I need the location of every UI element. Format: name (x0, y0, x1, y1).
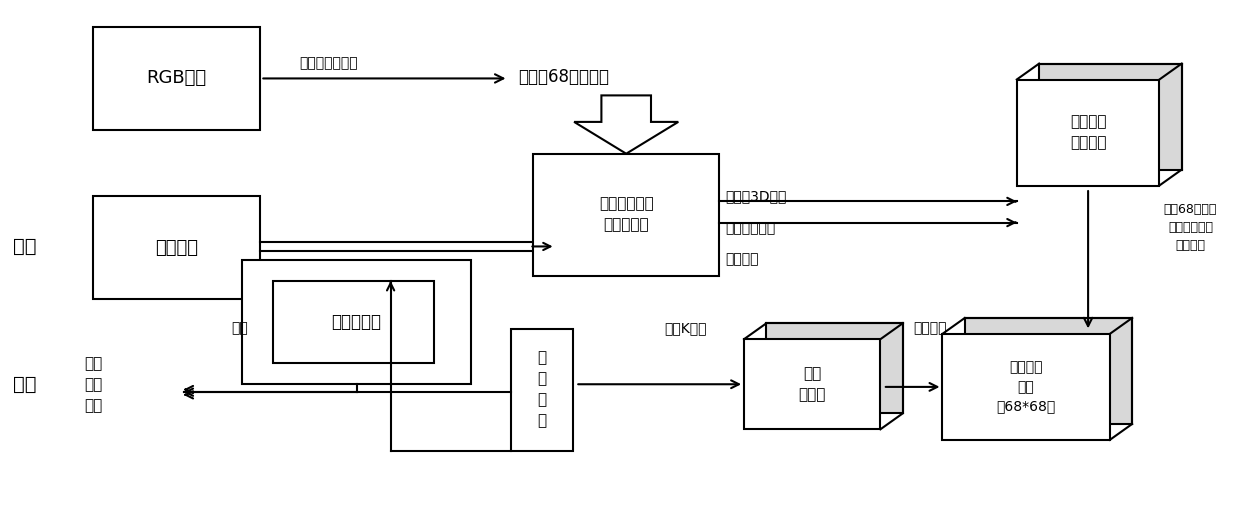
Text: 深度图片: 深度图片 (155, 239, 198, 257)
Bar (242, 260, 471, 384)
Bar (1039, 64, 1182, 170)
Text: 特征数据库: 特征数据库 (331, 313, 382, 331)
Bar (965, 318, 1132, 424)
Bar (511, 329, 573, 450)
Bar (93, 196, 260, 299)
Text: RGB图片: RGB图片 (146, 69, 207, 87)
Text: 人脸的68个关键点: 人脸的68个关键点 (518, 68, 609, 86)
Text: 特
征
向
量: 特 征 向 量 (537, 350, 547, 429)
Text: 对比: 对比 (231, 322, 248, 335)
Bar (533, 154, 719, 276)
Text: 最终
识别
结果: 最终 识别 结果 (84, 356, 102, 413)
Text: 表面重建: 表面重建 (725, 253, 759, 267)
Text: 剪裁与标定后
的深度图片: 剪裁与标定后 的深度图片 (599, 197, 653, 233)
Bar (766, 323, 903, 413)
Bar (1017, 80, 1159, 186)
Text: 人脸检测与标定: 人脸检测与标定 (299, 57, 358, 70)
Text: 降采样，去噪: 降采样，去噪 (725, 221, 776, 235)
Text: 表面距离
矩阵
（68*68）: 表面距离 矩阵 （68*68） (997, 360, 1055, 413)
Bar (93, 26, 260, 130)
Polygon shape (574, 95, 678, 154)
Text: 人脸
标准型: 人脸 标准型 (799, 366, 826, 402)
Bar (273, 281, 434, 363)
Text: 计算K阶矩: 计算K阶矩 (665, 322, 707, 335)
Text: 计算68个关键
点之间的人脸
表面距离: 计算68个关键 点之间的人脸 表面距离 (1163, 204, 1218, 252)
Text: 转换为3D点云: 转换为3D点云 (725, 189, 786, 203)
Bar (942, 334, 1110, 440)
Bar (744, 339, 880, 429)
Text: 重建后的
三维人脸: 重建后的 三维人脸 (1070, 114, 1106, 151)
Text: 输出: 输出 (14, 375, 36, 394)
Text: 等距映射: 等距映射 (913, 322, 947, 335)
Text: 输入: 输入 (14, 237, 36, 256)
